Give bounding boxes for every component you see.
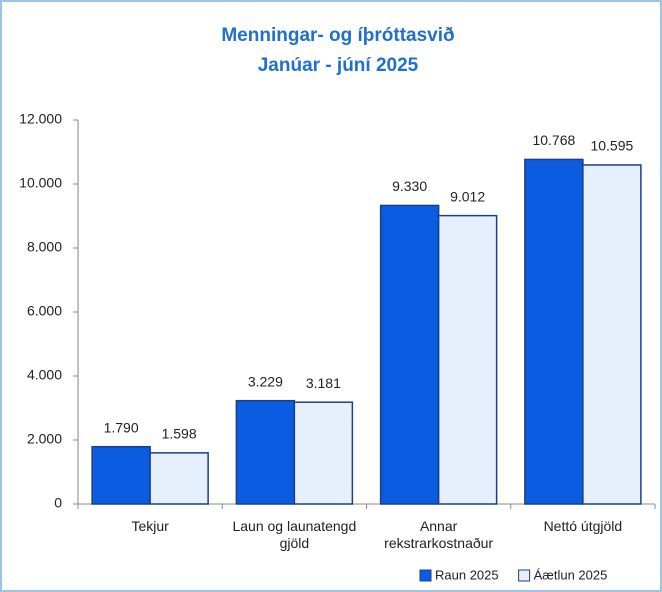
legend-label: Raun 2025 [435,567,499,582]
data-label: 10.768 [532,132,575,148]
bar [91,445,151,505]
data-label: 10.595 [590,138,633,154]
bar [437,214,498,505]
chart-title: Menningar- og íþróttasvið [221,25,454,46]
y-tick-label: 6.000 [27,303,62,319]
data-label: 1.790 [104,419,139,435]
y-tick-label: 4.000 [27,367,62,383]
data-label: 3.229 [248,373,283,389]
y-tick-label: 0 [54,495,62,511]
legend-label: Áætlun 2025 [534,567,608,582]
bar [149,452,209,505]
bar [293,401,354,505]
bar [235,399,296,505]
legend-swatch [419,569,432,582]
bar [582,164,642,505]
x-tick-label: Annar rekstrarkostnaður [384,518,494,551]
legend-swatch [518,569,531,582]
bar [379,204,440,505]
x-tick-label: Nettó útgjöld [543,518,623,534]
y-tick-label: 2.000 [27,431,62,447]
y-tick-label: 12.000 [19,111,62,127]
data-label: 9.012 [450,188,485,204]
data-label: 9.330 [392,178,427,194]
chart-subtitle: Janúar - júní 2025 [258,55,419,76]
x-tick-label: Laun og launatengd gjöld [232,518,357,551]
data-label: 3.181 [306,375,341,391]
y-tick-label: 10.000 [19,175,62,191]
y-tick-label: 8.000 [27,239,62,255]
data-label: 1.598 [162,426,197,442]
bar [524,158,584,505]
x-tick-label: Tekjur [131,518,169,534]
